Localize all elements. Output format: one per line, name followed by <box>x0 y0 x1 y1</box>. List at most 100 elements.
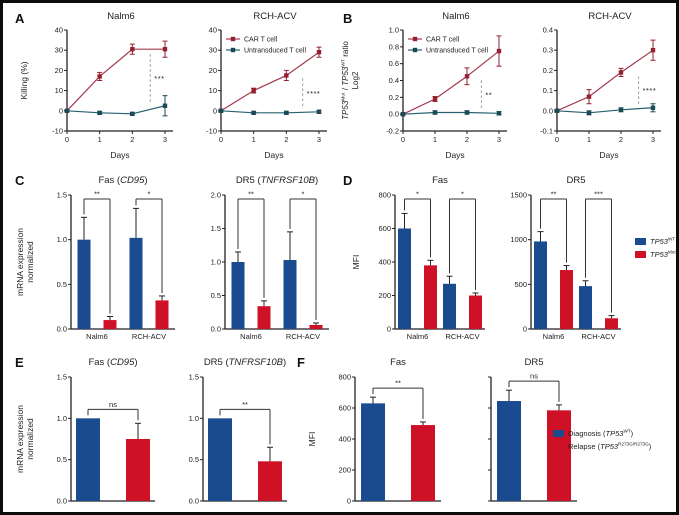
panel-c: C mRNA expression normalized Fas (CD95) 0.… <box>11 173 337 351</box>
svg-text:3: 3 <box>651 135 655 144</box>
svg-text:CAR T cell: CAR T cell <box>426 37 460 44</box>
svg-text:ns: ns <box>530 372 538 381</box>
svg-text:10: 10 <box>209 86 217 95</box>
line-chart-ratio-rch-acv: RCH-ACV -0.1 0.0 0.1 0.2 0.3 0.4 0 1 2 3 Days **** <box>527 11 671 161</box>
chart-title: Fas (CD95) <box>88 357 138 368</box>
bar-chart-plot: 0.0 0.5 1.0 1.5 Nalm6 ** RCH-ACV * <box>57 190 175 341</box>
bar-chart-plot: 0.0 0.5 1.0 1.5 2.0 Nalm6 ** RCH-ACV * <box>211 190 329 341</box>
svg-text:0.5: 0.5 <box>189 455 199 464</box>
svg-text:1: 1 <box>587 135 591 144</box>
legend-diagnosis-relapse: Diagnosis (TP53WT) Relapse (TP53R273G/R27… <box>553 429 651 451</box>
svg-text:10: 10 <box>55 86 63 95</box>
svg-text:1.0: 1.0 <box>57 235 67 244</box>
svg-text:0: 0 <box>213 106 217 115</box>
bar-chart-mfi-fas: Fas 0 200 400 600 800 Nalm6 * RCH-ACV * <box>365 175 493 347</box>
svg-text:**: ** <box>551 190 557 199</box>
panel-b-label: B <box>343 11 353 26</box>
svg-text:0.0: 0.0 <box>189 497 199 506</box>
svg-text:400: 400 <box>378 258 391 267</box>
svg-text:*: * <box>302 190 305 199</box>
svg-text:30: 30 <box>209 46 217 55</box>
svg-text:1.5: 1.5 <box>57 373 67 382</box>
bar-chart-plot: ns <box>488 372 577 502</box>
svg-text:Untransduced T cell: Untransduced T cell <box>426 48 488 55</box>
svg-text:Untransduced T cell: Untransduced T cell <box>244 48 306 55</box>
svg-text:0.5: 0.5 <box>57 455 67 464</box>
panel-c-label: C <box>15 173 25 188</box>
svg-text:-10: -10 <box>206 127 217 136</box>
chart-title: DR5 <box>524 357 544 368</box>
svg-text:Days: Days <box>599 150 618 160</box>
svg-text:0.4: 0.4 <box>543 26 553 35</box>
chart-title: DR5 (TNFRSF10B) <box>203 357 287 368</box>
svg-text:1.0: 1.0 <box>211 258 221 267</box>
bar-chart-plot: 0.0 0.5 1.0 1.5 ** <box>189 373 287 506</box>
legend-label: Diagnosis (TP53WT) <box>568 428 634 438</box>
bar-chart-mrna-dr5: DR5 (TNFRSF10B) 0.0 0.5 1.0 1.5 2.0 Nalm6 ** RCH… <box>195 175 337 347</box>
svg-text:20: 20 <box>55 66 63 75</box>
y-axis-label: MFI <box>307 431 317 447</box>
svg-text:2: 2 <box>465 135 469 144</box>
svg-text:0: 0 <box>347 497 351 506</box>
panel-a-label: A <box>15 11 25 26</box>
svg-text:3: 3 <box>317 135 321 144</box>
y-axis-label: Killing (%) <box>19 61 29 100</box>
legend-item: Diagnosis (TP53WT) <box>553 429 651 438</box>
svg-text:RCH-ACV: RCH-ACV <box>132 332 166 341</box>
svg-text:0.1: 0.1 <box>543 86 553 95</box>
svg-text:1.0: 1.0 <box>389 26 399 35</box>
panel-d: D MFI Fas 0 200 400 600 800 Nalm6 * RCH-ACV * DR5… <box>339 173 676 351</box>
svg-text:2: 2 <box>130 135 134 144</box>
panel-f-label: F <box>297 355 305 370</box>
line-chart-plot: -0.2 0.0 0.2 0.4 0.6 0.8 1.0 0 1 2 3 Days ** CAR T ce… <box>386 26 507 160</box>
legend-label: Relapse (TP53R273G/R273G) <box>568 441 652 451</box>
chart-title: RCH-ACV <box>588 11 632 22</box>
svg-text:-0.2: -0.2 <box>386 127 399 136</box>
bar-chart-patient-mfi-fas: Fas 0 200 400 600 800 ** <box>325 357 449 509</box>
legend-swatch <box>635 238 646 245</box>
svg-text:0.0: 0.0 <box>57 325 67 334</box>
y-axis-label: mRNA expression normalized <box>15 227 36 297</box>
chart-title: DR5 (TNFRSF10B) <box>235 175 319 186</box>
svg-text:***: *** <box>154 74 164 83</box>
svg-text:2: 2 <box>619 135 623 144</box>
svg-text:0.0: 0.0 <box>57 497 67 506</box>
svg-text:800: 800 <box>378 191 391 200</box>
svg-text:*: * <box>416 190 419 199</box>
chart-title: DR5 <box>566 175 586 186</box>
svg-text:0.2: 0.2 <box>543 66 553 75</box>
y-axis-label: TP53Mut / TP53WT ratio Log2 <box>341 41 360 120</box>
legend-item: Relapse (TP53R273G/R273G) <box>553 442 651 451</box>
svg-text:1.5: 1.5 <box>57 191 67 200</box>
chart-title: Fas (CD95) <box>98 175 148 186</box>
bar-chart-mrna-fas: Fas (CD95) 0.0 0.5 1.0 1.5 Nalm6 ** RCH-ACV * <box>41 175 183 347</box>
bar-chart-patient-mrna-fas: Fas (CD95) 0.0 0.5 1.0 1.5 ns <box>41 357 163 509</box>
svg-text:30: 30 <box>55 46 63 55</box>
panel-e: E mRNA expression normalized Fas (CD95) 0.… <box>11 355 295 511</box>
legend-label: TP53Mut <box>650 249 676 259</box>
panel-b: B TP53Mut / TP53WT ratio Log2 Nalm6 -0.2 0.… <box>339 9 674 167</box>
svg-text:0: 0 <box>65 135 69 144</box>
svg-text:3: 3 <box>163 135 167 144</box>
panel-e-label: E <box>15 355 24 370</box>
panel-a: A Killing (%) Nalm6 -10 0 10 20 30 40 0 1 2 3 Days *… <box>11 9 337 167</box>
svg-text:400: 400 <box>338 435 351 444</box>
svg-text:0: 0 <box>555 135 559 144</box>
svg-text:Nalm6: Nalm6 <box>543 332 565 341</box>
svg-text:1000: 1000 <box>510 235 527 244</box>
svg-text:*: * <box>148 190 151 199</box>
svg-text:0: 0 <box>387 325 391 334</box>
bar-chart-patient-mfi-dr5: DR5 ns <box>461 357 585 509</box>
legend-tp53-status: TP53WT TP53Mut <box>635 237 676 259</box>
y-axis-label: MFI <box>351 254 361 270</box>
svg-text:800: 800 <box>338 373 351 382</box>
panel-f: F MFI Fas 0 200 400 600 800 ** DR5 ns Diagnosis… <box>295 355 674 511</box>
svg-text:**: ** <box>395 379 401 388</box>
svg-text:0.3: 0.3 <box>543 46 553 55</box>
svg-text:0.6: 0.6 <box>389 59 399 68</box>
svg-text:3: 3 <box>497 135 501 144</box>
svg-text:0.2: 0.2 <box>389 93 399 102</box>
